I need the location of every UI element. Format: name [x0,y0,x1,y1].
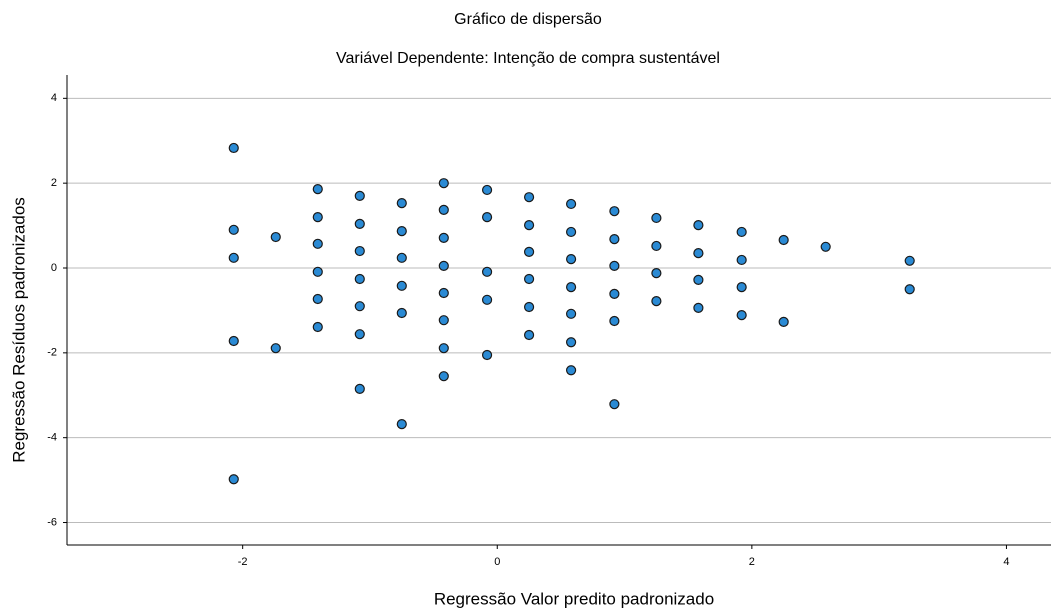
point [396,198,407,209]
point [523,301,535,313]
y-tick-label: -6 [47,516,57,528]
point [354,190,365,201]
point [523,220,535,231]
point [693,220,704,231]
point [438,287,449,299]
point [228,252,239,263]
point [736,254,747,266]
point [396,419,407,430]
point [481,212,493,223]
point [312,184,323,195]
point [438,371,449,382]
y-tick-label: 0 [51,262,57,274]
point [438,204,449,215]
point [651,240,662,252]
point [354,273,365,285]
y-tick-label: -2 [47,347,57,359]
point [820,241,831,252]
point [270,231,281,243]
point [565,198,577,210]
y-tick-label: -4 [47,432,57,444]
point [270,343,281,354]
point [481,266,493,277]
point [396,307,407,319]
chart-title: Gráfico de dispersão [454,11,602,28]
point [354,329,365,340]
point [565,281,577,293]
point [312,266,323,277]
point [354,301,365,312]
point [693,248,704,259]
point [438,178,449,189]
point [609,206,620,217]
point [396,226,407,237]
point [312,212,323,223]
point [651,267,662,279]
point [736,309,747,321]
point [228,142,239,154]
point [565,365,577,376]
point [778,316,789,327]
point [523,329,535,341]
x-tick-label: 4 [1003,556,1009,568]
chart-subtitle: Variável Dependente: Intenção de compra … [336,50,720,67]
point [481,294,493,305]
y-tick-label: 4 [51,92,57,104]
point [609,234,620,245]
point [736,281,747,293]
point [565,308,577,319]
point [565,337,577,348]
x-axis-label: Regressão Valor predito padronizado [434,589,714,608]
point [904,255,915,266]
point [228,335,239,347]
point [651,212,662,224]
point [438,232,449,243]
point [609,399,620,410]
point [565,253,577,265]
point [565,226,577,238]
point [438,343,449,354]
point [438,260,449,271]
point [312,238,323,249]
point [228,474,239,485]
point [523,192,535,203]
point [651,295,662,307]
x-tick-label: 2 [749,556,755,568]
point [228,224,239,235]
y-axis-label: Regressão Resíduos padronizados [9,197,28,463]
point [609,260,620,271]
point [312,321,323,333]
point [778,234,789,246]
x-tick-label: 0 [494,556,500,568]
point [481,349,493,361]
point [523,246,535,257]
point [609,288,620,299]
point [736,226,747,238]
point [396,280,407,291]
point [693,274,704,285]
point [481,184,493,196]
point [396,252,407,263]
point [609,315,620,327]
point [693,302,704,313]
y-tick-label: 2 [51,177,57,189]
point [312,293,323,305]
point [523,273,535,285]
point [354,245,365,257]
point [354,383,365,394]
point [438,315,449,326]
x-tick-label: -2 [238,556,248,568]
point [354,218,365,229]
point [904,284,915,295]
